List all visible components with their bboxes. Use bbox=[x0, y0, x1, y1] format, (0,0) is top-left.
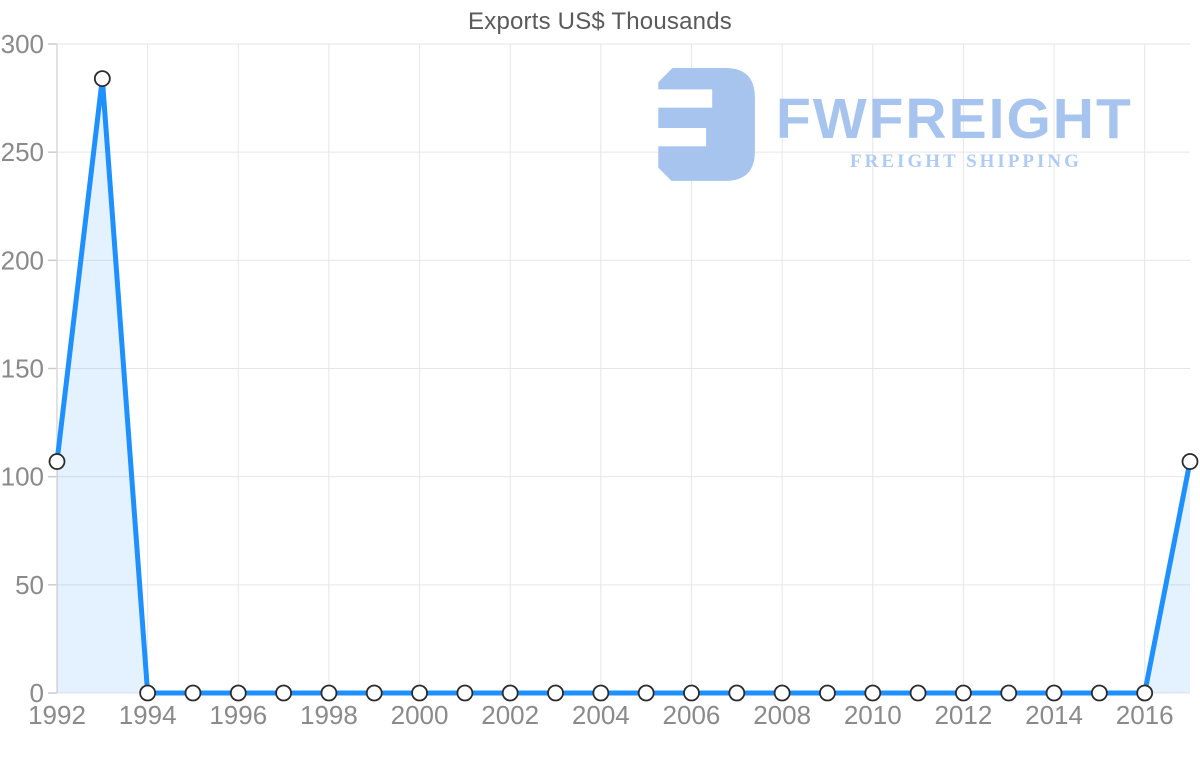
x-tick-label: 1998 bbox=[300, 700, 358, 730]
data-point-1992[interactable] bbox=[48, 453, 66, 470]
data-point-1998[interactable] bbox=[320, 684, 338, 702]
logo-tagline: FREIGHT SHIPPING bbox=[850, 151, 1082, 172]
x-tick-label: 1994 bbox=[119, 700, 177, 730]
data-point-2011[interactable] bbox=[909, 684, 927, 702]
data-point-2005[interactable] bbox=[637, 684, 655, 702]
y-tick-label: 50 bbox=[15, 570, 44, 600]
data-point-2008[interactable] bbox=[773, 684, 791, 702]
x-tick-label: 2010 bbox=[844, 700, 902, 730]
chart-title: Exports US$ Thousands bbox=[468, 8, 732, 35]
x-tick-label: 1996 bbox=[209, 700, 267, 730]
x-tick-label: 2014 bbox=[1025, 700, 1083, 730]
data-point-2012[interactable] bbox=[955, 684, 972, 702]
data-point-1997[interactable] bbox=[275, 684, 293, 702]
data-point-2013[interactable] bbox=[1000, 684, 1018, 702]
y-tick-label: 250 bbox=[1, 137, 44, 167]
logo-text-block: FWFREIGHT FREIGHT SHIPPING bbox=[776, 90, 1156, 188]
data-point-2009[interactable] bbox=[819, 684, 836, 702]
y-tick-label: 100 bbox=[1, 462, 44, 492]
data-point-2016[interactable] bbox=[1136, 684, 1154, 702]
x-tick-label: 2008 bbox=[753, 700, 811, 730]
data-point-2010[interactable] bbox=[864, 684, 882, 702]
fwfreight-logo-icon bbox=[657, 68, 755, 181]
data-point-2003[interactable] bbox=[547, 684, 564, 702]
x-tick-label: 2004 bbox=[572, 700, 630, 730]
data-point-2014[interactable] bbox=[1045, 684, 1063, 702]
fwfreight-logo: FWFREIGHT FREIGHT SHIPPING bbox=[646, 66, 1156, 188]
x-tick-label: 2016 bbox=[1116, 700, 1174, 730]
x-tick-label: 2000 bbox=[391, 700, 449, 730]
data-point-1993[interactable] bbox=[93, 70, 111, 88]
x-tick-label: 2006 bbox=[663, 700, 721, 730]
data-point-1996[interactable] bbox=[229, 684, 247, 702]
x-tick-label: 2012 bbox=[934, 700, 992, 730]
data-point-1995[interactable] bbox=[184, 684, 202, 702]
logo-name: FWFREIGHT bbox=[776, 87, 1133, 151]
data-point-2001[interactable] bbox=[456, 684, 474, 702]
data-point-2007[interactable] bbox=[728, 684, 746, 702]
x-tick-label: 2002 bbox=[481, 700, 539, 730]
y-tick-label: 200 bbox=[1, 245, 44, 275]
data-point-2017[interactable] bbox=[1181, 453, 1199, 470]
data-point-2004[interactable] bbox=[592, 684, 610, 702]
data-point-1994[interactable] bbox=[139, 684, 157, 702]
data-point-2002[interactable] bbox=[501, 684, 519, 702]
data-point-2015[interactable] bbox=[1090, 684, 1108, 702]
data-point-2000[interactable] bbox=[411, 684, 428, 702]
y-tick-label: 150 bbox=[1, 354, 44, 384]
x-tick-label: 1992 bbox=[28, 700, 86, 730]
y-tick-label: 300 bbox=[1, 29, 44, 59]
data-point-2006[interactable] bbox=[683, 684, 700, 702]
y-tick-label: 0 bbox=[30, 678, 44, 708]
data-point-1999[interactable] bbox=[365, 684, 383, 702]
